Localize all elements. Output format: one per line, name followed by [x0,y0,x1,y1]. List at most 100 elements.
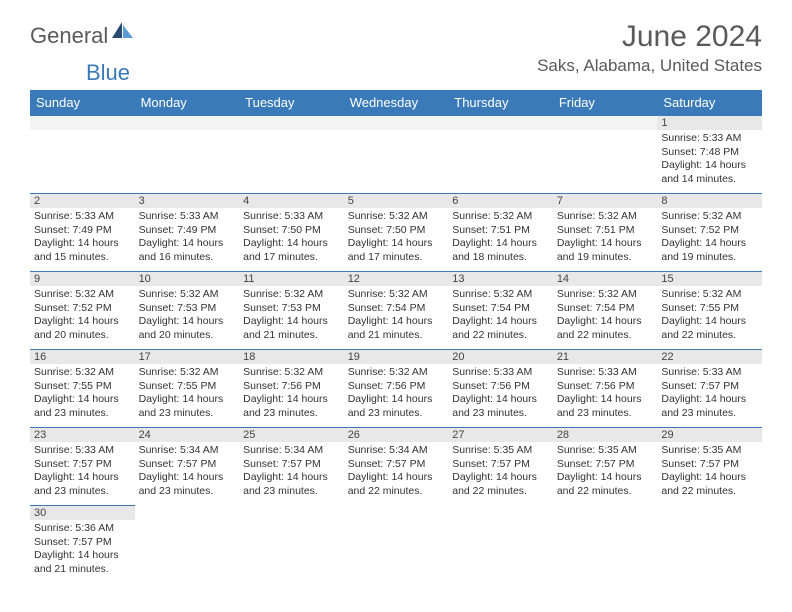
day-detail-line: Sunset: 7:57 PM [139,458,236,472]
day-number-bar: 6 [448,194,553,208]
day-number-bar: 1 [657,116,762,130]
day-number-bar: 28 [553,428,658,442]
calendar-day-cell: 7Sunrise: 5:32 AMSunset: 7:51 PMDaylight… [553,194,658,272]
day-number-bar: 21 [553,350,658,364]
day-number-bar [239,116,344,130]
day-detail-line: Sunrise: 5:32 AM [348,288,445,302]
day-number-bar: 13 [448,272,553,286]
day-details: Sunrise: 5:33 AMSunset: 7:57 PMDaylight:… [30,442,135,503]
day-detail-line: Sunset: 7:57 PM [661,380,758,394]
day-number-bar: 22 [657,350,762,364]
day-detail-line: and 23 minutes. [452,407,549,421]
day-detail-line: Daylight: 14 hours [452,237,549,251]
day-details: Sunrise: 5:35 AMSunset: 7:57 PMDaylight:… [553,442,658,503]
day-detail-line: Daylight: 14 hours [34,471,131,485]
day-detail-line: and 22 minutes. [348,485,445,499]
day-detail-line: Sunset: 7:50 PM [348,224,445,238]
day-detail-line: Sunrise: 5:36 AM [34,522,131,536]
day-detail-line: Sunset: 7:57 PM [661,458,758,472]
day-detail-line: Sunset: 7:52 PM [34,302,131,316]
calendar-day-cell: 18Sunrise: 5:32 AMSunset: 7:56 PMDayligh… [239,350,344,428]
day-detail-line: Sunrise: 5:35 AM [452,444,549,458]
day-number-bar: 8 [657,194,762,208]
day-detail-line: Sunrise: 5:32 AM [34,288,131,302]
day-details: Sunrise: 5:32 AMSunset: 7:55 PMDaylight:… [135,364,240,425]
calendar-day-cell: 10Sunrise: 5:32 AMSunset: 7:53 PMDayligh… [135,272,240,350]
day-detail-line: Sunrise: 5:35 AM [557,444,654,458]
day-details: Sunrise: 5:34 AMSunset: 7:57 PMDaylight:… [239,442,344,503]
calendar-day-cell: 26Sunrise: 5:34 AMSunset: 7:57 PMDayligh… [344,428,449,506]
day-number-bar: 29 [657,428,762,442]
day-number-bar: 2 [30,194,135,208]
day-number-bar [448,116,553,130]
calendar-day-cell [239,116,344,194]
day-detail-line: Sunrise: 5:32 AM [557,288,654,302]
day-detail-line: Daylight: 14 hours [348,315,445,329]
day-number-bar: 4 [239,194,344,208]
day-detail-line: Daylight: 14 hours [139,237,236,251]
day-detail-line: Sunset: 7:56 PM [557,380,654,394]
calendar-day-cell [553,506,658,584]
day-detail-line: Sunset: 7:57 PM [34,458,131,472]
day-detail-line: and 17 minutes. [348,251,445,265]
day-detail-line: Sunset: 7:57 PM [557,458,654,472]
day-number-bar: 16 [30,350,135,364]
calendar-day-cell: 5Sunrise: 5:32 AMSunset: 7:50 PMDaylight… [344,194,449,272]
day-detail-line: Sunset: 7:55 PM [661,302,758,316]
day-detail-line: and 21 minutes. [348,329,445,343]
calendar-day-cell: 1Sunrise: 5:33 AMSunset: 7:48 PMDaylight… [657,116,762,194]
day-detail-line: and 21 minutes. [34,563,131,577]
day-detail-line: and 23 minutes. [34,485,131,499]
day-details: Sunrise: 5:34 AMSunset: 7:57 PMDaylight:… [344,442,449,503]
day-detail-line: Sunset: 7:56 PM [348,380,445,394]
day-detail-line: Sunrise: 5:32 AM [452,288,549,302]
day-detail-line: and 16 minutes. [139,251,236,265]
location-text: Saks, Alabama, United States [537,56,762,76]
month-title: June 2024 [537,20,762,54]
weekday-header: Monday [135,90,240,116]
day-detail-line: Daylight: 14 hours [557,237,654,251]
day-detail-line: Sunset: 7:53 PM [139,302,236,316]
calendar-day-cell [344,506,449,584]
day-detail-line: Daylight: 14 hours [34,393,131,407]
day-details: Sunrise: 5:33 AMSunset: 7:48 PMDaylight:… [657,130,762,191]
calendar-day-cell: 17Sunrise: 5:32 AMSunset: 7:55 PMDayligh… [135,350,240,428]
day-number-bar: 25 [239,428,344,442]
day-detail-line: Sunrise: 5:34 AM [243,444,340,458]
logo-text-general: General [30,23,108,49]
day-detail-line: Sunrise: 5:33 AM [34,444,131,458]
calendar-day-cell: 12Sunrise: 5:32 AMSunset: 7:54 PMDayligh… [344,272,449,350]
day-number-bar: 5 [344,194,449,208]
day-number-bar [553,116,658,130]
calendar-day-cell [448,116,553,194]
day-detail-line: Sunset: 7:51 PM [557,224,654,238]
calendar-day-cell [135,116,240,194]
day-detail-line: Sunrise: 5:32 AM [452,210,549,224]
calendar-day-cell [30,116,135,194]
day-detail-line: Daylight: 14 hours [243,393,340,407]
day-detail-line: Sunrise: 5:33 AM [557,366,654,380]
day-detail-line: and 23 minutes. [243,407,340,421]
day-detail-line: Sunrise: 5:34 AM [348,444,445,458]
day-detail-line: Sunset: 7:55 PM [34,380,131,394]
day-detail-line: and 19 minutes. [557,251,654,265]
day-number-bar [344,116,449,130]
day-detail-line: and 22 minutes. [452,485,549,499]
calendar-day-cell [239,506,344,584]
day-detail-line: Sunset: 7:52 PM [661,224,758,238]
weekday-header: Thursday [448,90,553,116]
day-detail-line: Sunrise: 5:32 AM [348,210,445,224]
day-detail-line: Daylight: 14 hours [139,471,236,485]
day-details: Sunrise: 5:33 AMSunset: 7:57 PMDaylight:… [657,364,762,425]
day-detail-line: and 19 minutes. [661,251,758,265]
day-detail-line: Sunrise: 5:32 AM [661,288,758,302]
day-detail-line: and 20 minutes. [34,329,131,343]
calendar-day-cell: 29Sunrise: 5:35 AMSunset: 7:57 PMDayligh… [657,428,762,506]
weekday-header: Tuesday [239,90,344,116]
day-detail-line: and 14 minutes. [661,173,758,187]
day-number-bar: 14 [553,272,658,286]
calendar-week-row: 16Sunrise: 5:32 AMSunset: 7:55 PMDayligh… [30,350,762,428]
calendar-day-cell: 27Sunrise: 5:35 AMSunset: 7:57 PMDayligh… [448,428,553,506]
day-number-bar: 23 [30,428,135,442]
day-detail-line: Daylight: 14 hours [139,315,236,329]
